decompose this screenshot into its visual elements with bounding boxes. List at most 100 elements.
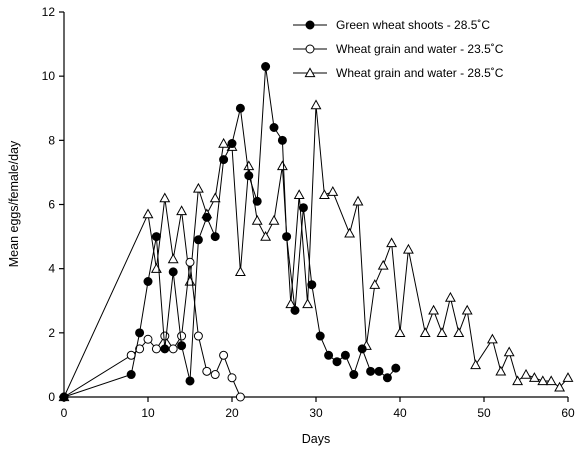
data-point [219, 155, 229, 165]
data-point [366, 366, 376, 376]
data-point [142, 208, 154, 219]
data-point [185, 257, 195, 267]
data-point [324, 350, 334, 360]
legend-marker [305, 44, 315, 54]
data-point [327, 186, 339, 196]
x-axis-title: Days [302, 432, 330, 446]
data-point [554, 381, 566, 392]
data-point [185, 376, 195, 386]
data-point [135, 344, 145, 354]
data-point [135, 328, 145, 338]
data-point [374, 366, 384, 376]
data-point [159, 192, 171, 203]
data-point [453, 327, 465, 338]
x-tick-label: 50 [477, 406, 491, 420]
data-point [252, 196, 262, 206]
data-point [298, 203, 308, 213]
x-ticks: 0 10 20 30 40 50 60 [61, 397, 575, 420]
data-point [210, 232, 220, 242]
data-point [357, 344, 367, 354]
data-point [227, 139, 237, 149]
data-point [277, 135, 287, 145]
data-point [377, 259, 389, 270]
data-point [202, 366, 212, 376]
data-point [419, 327, 431, 338]
x-tick-label: 60 [561, 406, 575, 420]
series-filled-circle [59, 62, 401, 402]
data-point [391, 363, 401, 373]
data-point [318, 189, 330, 200]
data-point [168, 344, 178, 354]
data-point [151, 344, 161, 354]
x-tick-label: 10 [141, 406, 155, 420]
data-point [349, 370, 359, 380]
data-point [503, 346, 515, 357]
data-point [461, 304, 473, 315]
y-tick-label: 12 [42, 5, 56, 19]
data-point [176, 205, 188, 216]
y-ticks: 0 2 4 6 8 10 12 [42, 5, 64, 404]
legend-label: Green wheat shoots - 28.5˚C [336, 18, 490, 32]
data-point [495, 365, 507, 376]
data-point [268, 214, 280, 225]
y-tick-label: 0 [48, 390, 55, 404]
data-point [167, 253, 179, 264]
data-point [218, 137, 230, 148]
data-point [332, 357, 342, 367]
data-point [177, 341, 187, 351]
data-point [143, 334, 153, 344]
data-point [315, 331, 325, 341]
x-tick-label: 0 [61, 406, 68, 420]
data-point [285, 298, 297, 309]
data-point [520, 368, 532, 379]
x-tick-label: 30 [309, 406, 323, 420]
data-point [243, 160, 255, 171]
data-point [234, 266, 246, 277]
data-point [202, 212, 212, 222]
data-point [382, 373, 392, 383]
y-axis-title: Mean eggs/female/day [7, 140, 21, 267]
data-point [428, 304, 440, 315]
data-point [209, 192, 221, 203]
data-point [235, 103, 245, 113]
y-tick-label: 2 [48, 326, 55, 340]
y-tick-label: 4 [48, 262, 55, 276]
data-point [143, 277, 153, 286]
data-point [244, 171, 254, 181]
legend-entry: Wheat grain and water - 23.5˚C [293, 42, 504, 56]
data-point [151, 232, 161, 242]
data-point [160, 344, 170, 354]
data-point [545, 375, 557, 386]
data-point [269, 123, 279, 132]
data-point [260, 230, 272, 241]
data-point [436, 327, 448, 338]
data-point [562, 372, 574, 382]
data-point [290, 305, 300, 315]
data-point [444, 291, 456, 302]
data-point [160, 331, 170, 341]
data-point [512, 375, 524, 386]
data-point [59, 392, 69, 402]
series-line [63, 66, 397, 398]
data-point [307, 280, 317, 290]
legend: Green wheat shoots - 28.5˚C Wheat grain a… [293, 18, 504, 80]
data-point [193, 235, 203, 245]
data-point [192, 182, 204, 193]
data-point [150, 263, 162, 273]
data-point [302, 298, 314, 309]
data-point [486, 333, 498, 344]
data-point [235, 392, 245, 402]
y-tick-label: 6 [48, 198, 55, 212]
data-point [184, 275, 196, 286]
data-point [386, 237, 398, 248]
y-tick-label: 10 [42, 69, 56, 83]
data-point [219, 350, 229, 360]
data-point [168, 267, 178, 277]
y-tick-label: 8 [48, 133, 55, 147]
data-point [126, 370, 136, 380]
series-open-circle [59, 257, 245, 402]
data-point [227, 373, 237, 383]
series-open-triangle [58, 99, 574, 402]
data-point [177, 331, 187, 341]
data-point [261, 62, 271, 72]
